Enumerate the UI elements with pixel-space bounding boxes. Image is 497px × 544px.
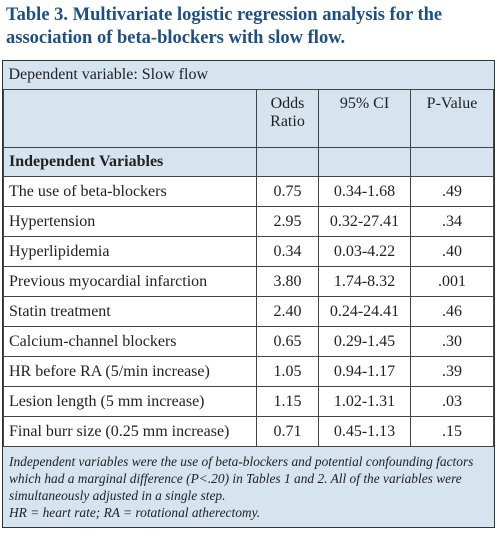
table-box: Dependent variable: Slow flow Odds Ratio…	[2, 60, 495, 528]
data-row: The use of beta-blockers 0.75 0.34-1.68.49	[3, 176, 494, 207]
value-cell: 0.32-27.41	[318, 206, 411, 237]
caption-row: Dependent variable: Slow flow	[3, 61, 494, 90]
value-cell: .30	[410, 326, 494, 357]
header-row: Odds Ratio 95% CI P-Value	[3, 89, 494, 148]
data-row: Final burr size (0.25 mm increase) 0.71 0.…	[3, 416, 494, 447]
data-row: Statin treatment 2.40 0.24-24.41.46	[3, 296, 494, 327]
footnote-line: Independent variables were the use of be…	[9, 454, 474, 503]
value-cell: .40	[410, 236, 494, 267]
column-header: 95% CI	[318, 89, 411, 148]
value-cell: 0.71	[256, 416, 319, 447]
caption: Dependent variable: Slow flow	[3, 61, 494, 90]
value-cell: 3.80	[256, 266, 319, 297]
variable-cell: Lesion length (5 mm increase)	[3, 386, 257, 417]
data-row: HR before RA (5/min increase) 1.05 0.94-1.…	[3, 356, 494, 387]
value-cell: 0.29-1.45	[318, 326, 411, 357]
column-header: P-Value	[410, 89, 494, 148]
data-row: Hypertension 2.95 0.32-27.41.34	[3, 206, 494, 237]
value-cell: 2.40	[256, 296, 319, 327]
variable-cell: The use of beta-blockers	[3, 176, 257, 207]
variable-cell: Final burr size (0.25 mm increase)	[3, 416, 257, 447]
value-cell: 0.75	[256, 176, 319, 207]
value-cell: 0.34-1.68	[318, 176, 411, 207]
value-cell: 0.03-4.22	[318, 236, 411, 267]
variable-cell: Calcium-channel blockers	[3, 326, 257, 357]
value-cell: .46	[410, 296, 494, 327]
value-cell: 0.34	[256, 236, 319, 267]
data-row: Hyperlipidemia 0.34 0.03-4.22.40	[3, 236, 494, 267]
section-row: Independent Variables	[3, 147, 494, 177]
value-cell: 0.45-1.13	[318, 416, 411, 447]
variable-cell: HR before RA (5/min increase)	[3, 356, 257, 387]
footnote-line: HR = heart rate; RA = rotational atherec…	[9, 505, 261, 520]
data-row: Calcium-channel blockers 0.65 0.29-1.45.30	[3, 326, 494, 357]
value-cell: 0.65	[256, 326, 319, 357]
page: Table 3. Multivariate logistic regressio…	[0, 4, 497, 544]
value-cell: 2.95	[256, 206, 319, 237]
value-cell: 0.94-1.17	[318, 356, 411, 387]
section-label: Independent Variables	[3, 147, 257, 177]
data-row: Previous myocardial infarction 3.80 1.74-8…	[3, 266, 494, 297]
regression-table: Dependent variable: Slow flow Odds Ratio…	[3, 61, 494, 447]
footnote: Independent variables were the use of be…	[3, 447, 494, 527]
variable-cell: Hyperlipidemia	[3, 236, 257, 267]
header-cell	[3, 89, 257, 148]
variable-cell: Statin treatment	[3, 296, 257, 327]
value-cell: 1.74-8.32	[318, 266, 411, 297]
column-header: Odds Ratio	[256, 89, 319, 148]
value-cell: 1.05	[256, 356, 319, 387]
value-cell: 1.15	[256, 386, 319, 417]
value-cell: .03	[410, 386, 494, 417]
value-cell: .15	[410, 416, 494, 447]
value-cell: .001	[410, 266, 494, 297]
data-row: Lesion length (5 mm increase) 1.15 1.02-1.…	[3, 386, 494, 417]
value-cell: 1.02-1.31	[318, 386, 411, 417]
value-cell: .34	[410, 206, 494, 237]
variable-cell: Previous myocardial infarction	[3, 266, 257, 297]
variable-cell: Hypertension	[3, 206, 257, 237]
value-cell: .49	[410, 176, 494, 207]
table-title: Table 3. Multivariate logistic regressio…	[6, 5, 443, 48]
value-cell: .39	[410, 356, 494, 387]
value-cell: 0.24-24.41	[318, 296, 411, 327]
